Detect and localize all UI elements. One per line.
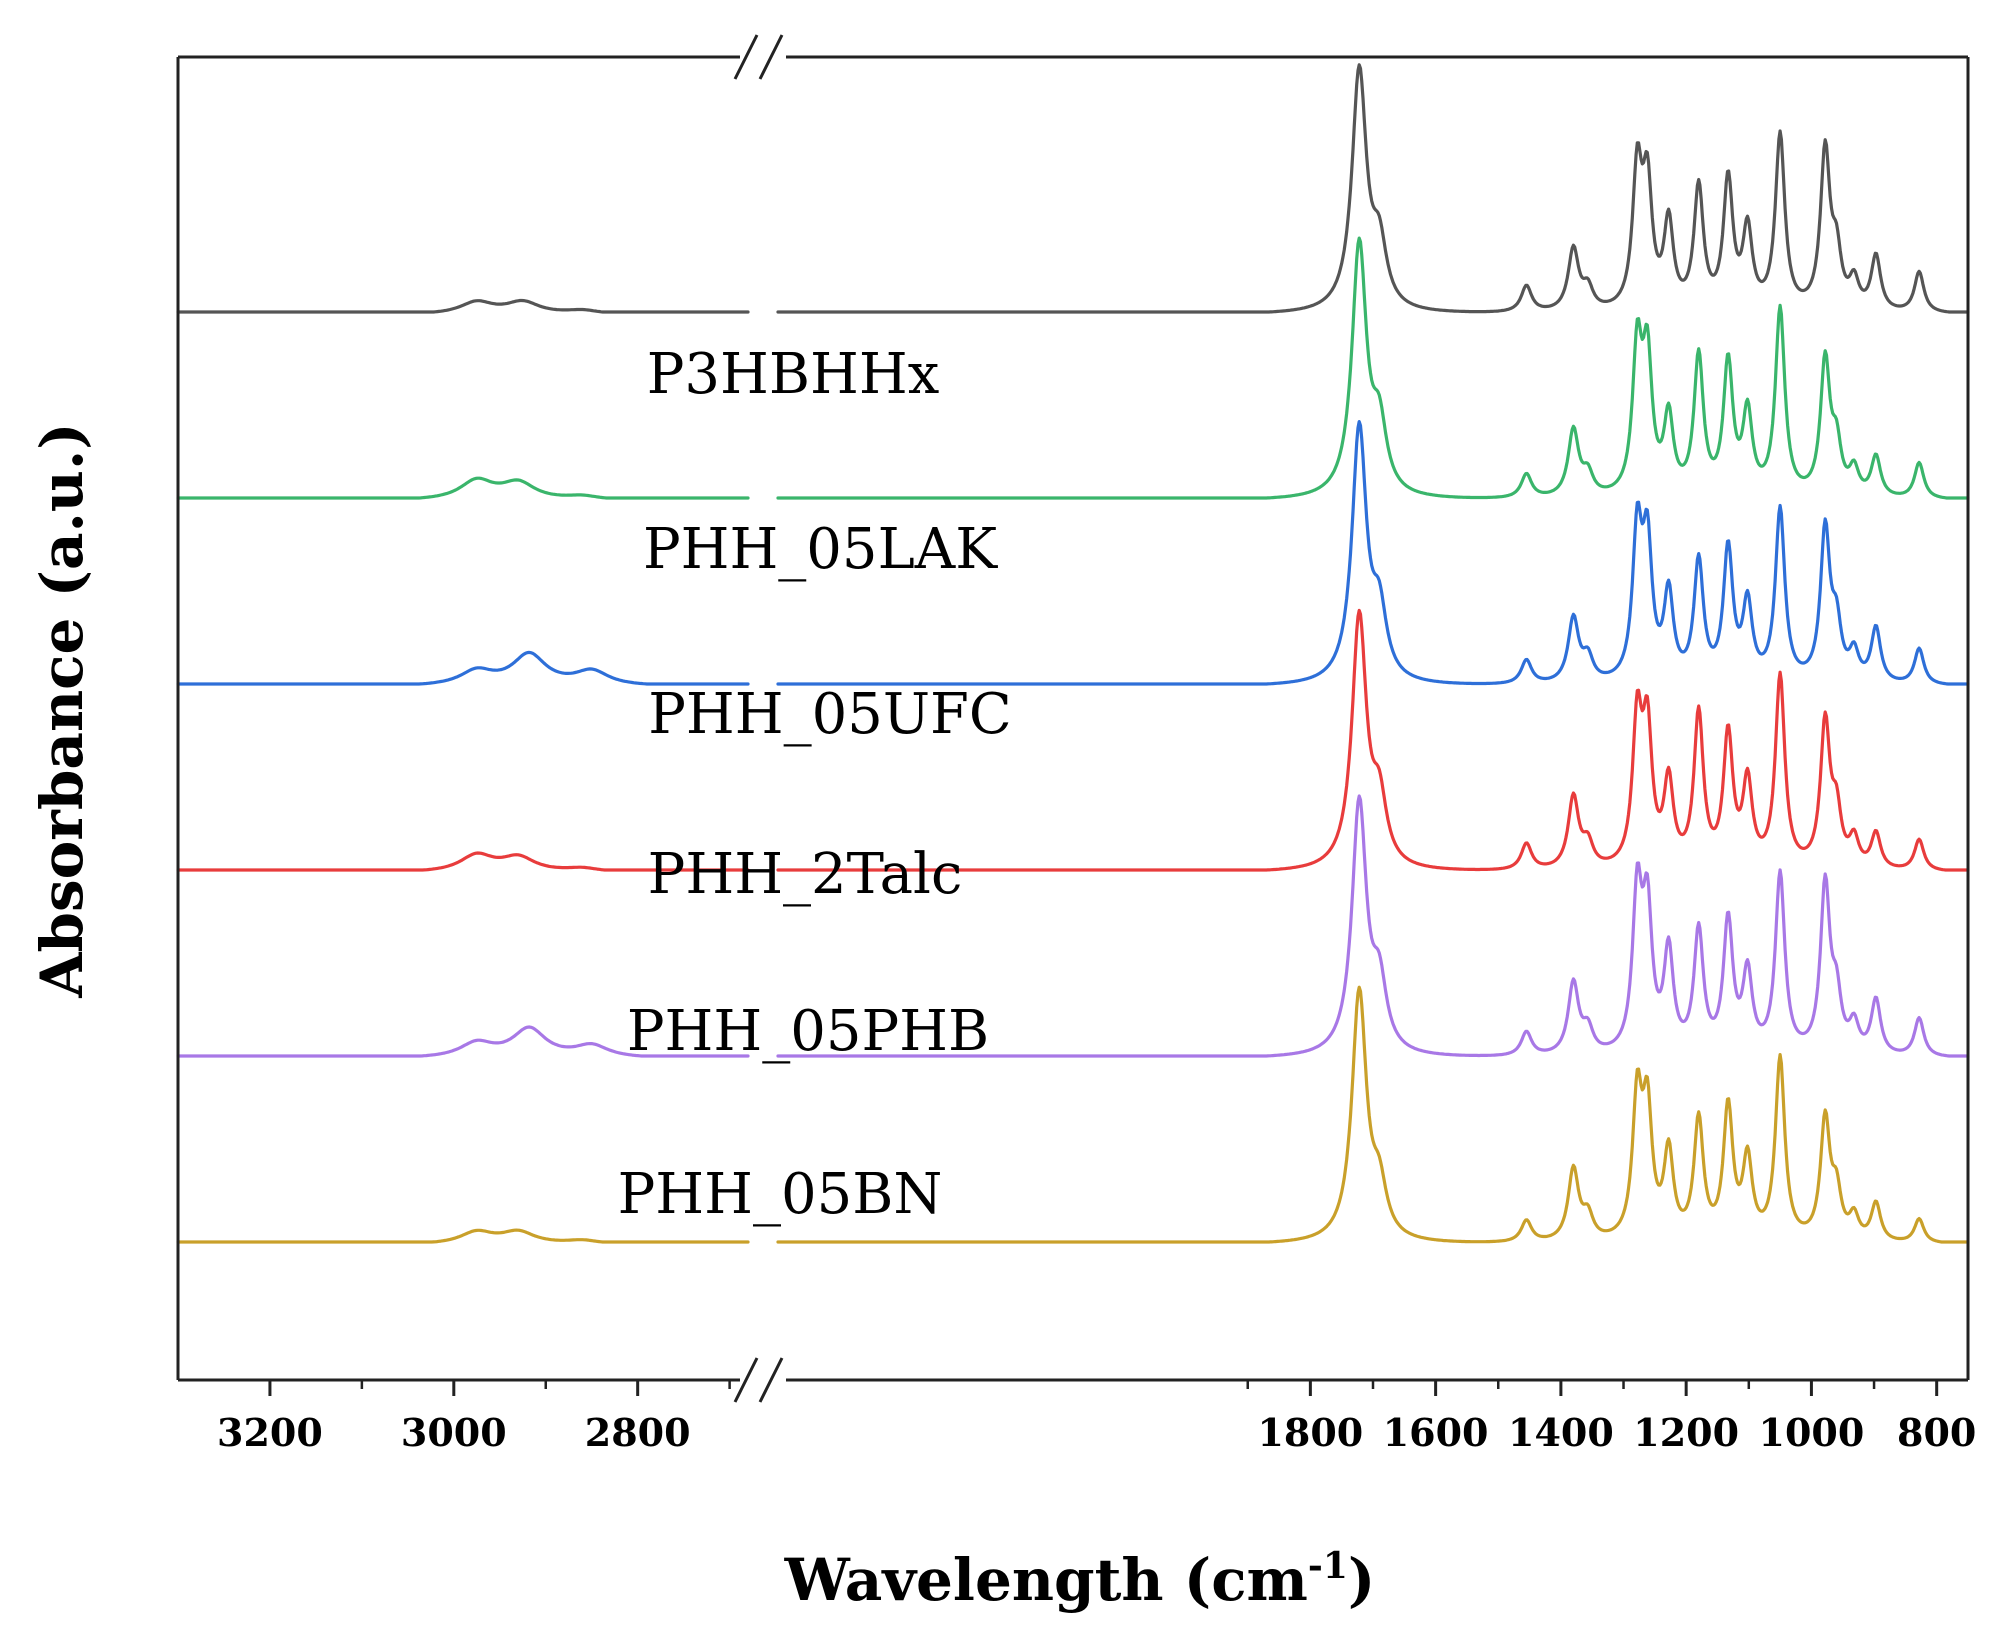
series-line-P3HBHHx-high	[176, 298, 750, 314]
series-label-PHH_05UFC: PHH_05UFC	[648, 682, 1012, 747]
series-line-PHH_05UFC-low	[776, 420, 1970, 686]
plot-frame	[176, 34, 1970, 1403]
x-axis-title-main: Wavelength (cm	[784, 1546, 1308, 1614]
x-tick-label-1600: 1600	[1383, 1410, 1489, 1455]
axis-break-mark-top-1	[733, 34, 759, 80]
x-tick-label-3000: 3000	[401, 1410, 507, 1455]
series-group	[176, 63, 1970, 1244]
x-tick-label-1200: 1200	[1633, 1410, 1739, 1455]
x-tick-label-1000: 1000	[1759, 1410, 1865, 1455]
axis-break-mark-bottom-2	[758, 1357, 784, 1403]
series-label-PHH_05PHB: PHH_05PHB	[627, 999, 989, 1064]
series-line-PHH_05PHB-high	[176, 1025, 750, 1058]
y-axis-title: Absorbance (a.u.)	[28, 422, 96, 998]
series-labels: P3HBHHx PHH_05LAK PHH_05UFC PHH_2Talc PHH_05…	[618, 342, 1012, 1227]
series-line-PHH_05LAK-high	[176, 476, 750, 500]
series-line-PHH_05LAK-low	[776, 236, 1970, 500]
series-line-PHH_05BN-low	[776, 985, 1970, 1244]
axis-break-mark-bottom-1	[733, 1357, 759, 1403]
x-tick-label-800: 800	[1897, 1410, 1976, 1455]
series-label-PHH_2Talc: PHH_2Talc	[648, 842, 963, 907]
series-line-PHH_05PHB-low	[776, 794, 1970, 1058]
x-tick-label-2800: 2800	[585, 1410, 691, 1455]
x-axis-title-sup: -1	[1308, 1545, 1348, 1587]
x-axis-ticks: 3200 3000 2800 1800 1600 1400 1200 1000 800	[217, 1380, 1976, 1455]
x-axis-title: Wavelength (cm-1)	[784, 1545, 1376, 1614]
series-label-P3HBHHx: P3HBHHx	[647, 342, 940, 407]
x-tick-label-1400: 1400	[1508, 1410, 1614, 1455]
axis-break-mark-top-2	[758, 34, 784, 80]
series-line-PHH_05BN-high	[176, 1228, 750, 1244]
x-tick-label-3200: 3200	[217, 1410, 323, 1455]
series-label-PHH_05LAK: PHH_05LAK	[643, 517, 998, 582]
series-line-PHH_05UFC-high	[176, 650, 750, 686]
series-line-P3HBHHx-low	[776, 63, 1970, 314]
x-tick-label-1800: 1800	[1257, 1410, 1363, 1455]
series-line-PHH_2Talc-low	[776, 608, 1970, 872]
x-axis-title-close: )	[1348, 1546, 1375, 1614]
series-line-PHH_2Talc-high	[176, 851, 750, 872]
series-label-PHH_05BN: PHH_05BN	[618, 1162, 943, 1227]
